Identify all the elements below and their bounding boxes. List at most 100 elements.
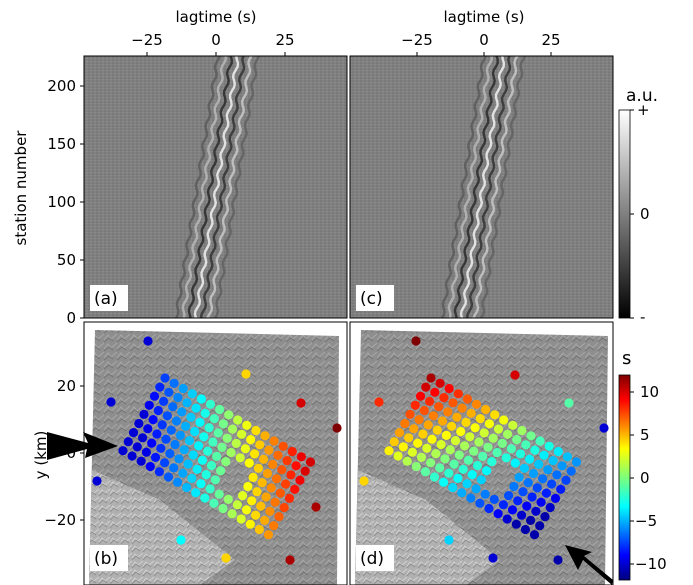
station-dot [489, 494, 499, 504]
panel-c-frame [349, 55, 614, 319]
station-dot [407, 447, 417, 457]
colorbar-top-tick-minus: - [640, 308, 645, 326]
station-dot [480, 489, 490, 499]
station-dot [173, 393, 183, 403]
station-dot [531, 506, 541, 516]
station-dot [405, 409, 415, 419]
station-dot [519, 463, 530, 473]
station-dot [196, 479, 206, 489]
station-dot [227, 509, 237, 519]
station-dot [467, 470, 477, 480]
station-dot [256, 501, 266, 511]
station-dot [246, 435, 256, 445]
top-xtick-c-25: 25 [541, 31, 560, 49]
station-dot [248, 472, 258, 482]
station-dot [398, 442, 408, 452]
station-dot [177, 407, 187, 417]
station-dot [223, 494, 233, 504]
station-dot [261, 492, 271, 502]
wavefront-trace [453, 56, 499, 318]
station-dot [118, 446, 128, 456]
station-dot [561, 475, 571, 485]
station-dot [493, 424, 504, 434]
station-dot [421, 382, 431, 392]
station-dot [123, 437, 133, 447]
station-dot [423, 420, 433, 430]
top-xtick-c-neg25: −25 [401, 31, 433, 49]
station-dot [543, 465, 553, 475]
station-dot [474, 437, 484, 447]
wavefront-trace [181, 56, 227, 318]
station-dot [402, 456, 412, 466]
station-dot [287, 446, 297, 457]
wavefront-trace [480, 56, 527, 318]
station-dot [515, 449, 526, 459]
outer-station-dot [285, 555, 295, 565]
station-dot [544, 441, 554, 451]
station-dot [194, 441, 204, 451]
panel-d-label-box [356, 545, 394, 571]
outer-station-dot [488, 553, 498, 563]
station-dot [139, 409, 149, 419]
station-dot [279, 502, 289, 513]
station-dot [511, 519, 521, 529]
station-dot [227, 424, 238, 434]
outer-station-dot [374, 397, 384, 407]
station-dot [216, 466, 226, 476]
station-dot [528, 468, 539, 479]
station-dot [462, 394, 472, 404]
station-dot [447, 421, 457, 431]
station-dot [278, 441, 288, 451]
station-dot [472, 460, 483, 471]
station-dot [529, 530, 540, 540]
station-dot [475, 498, 485, 508]
station-dot [136, 456, 146, 466]
station-dot [507, 505, 518, 515]
top-ytick-150: 150 [47, 135, 76, 153]
station-dot [132, 442, 142, 452]
top-xtick-a-25: 25 [275, 31, 294, 49]
station-dot [166, 425, 176, 435]
station-dot [281, 479, 291, 489]
station-dot [260, 431, 270, 441]
station-dot [200, 493, 210, 503]
colorbar-bottom-label: s [622, 348, 631, 369]
station-dot [536, 497, 546, 507]
wavefront-trace [175, 56, 221, 318]
station-dot [428, 411, 438, 421]
station-dot [541, 488, 552, 498]
station-dot [426, 373, 436, 383]
station-dot [244, 458, 254, 468]
top-xtick-a-neg25: −25 [131, 31, 163, 49]
station-dot [156, 443, 166, 453]
station-dot [231, 438, 241, 448]
station-dot [197, 455, 207, 465]
station-dot [525, 454, 535, 464]
station-dot [164, 387, 174, 397]
colorbar-bottom-tick-10: 10 [640, 383, 659, 401]
station-dot [242, 420, 252, 430]
station-dot [295, 475, 305, 485]
panel-d-label: (d) [360, 549, 384, 569]
colorbar-bottom-tick-neg5: −5 [635, 512, 657, 530]
station-dot [128, 428, 139, 438]
station-dot [274, 511, 284, 522]
station-dot [305, 457, 316, 467]
station-dot [394, 428, 405, 438]
outer-station-dot [332, 423, 342, 433]
station-dot [513, 496, 523, 506]
panel-a-background [84, 56, 347, 318]
station-dot [161, 434, 171, 444]
bottom-ylabel: y (km) [32, 431, 50, 480]
station-dot [284, 493, 295, 503]
station-dot [253, 463, 263, 473]
station-dot [254, 524, 264, 535]
station-dot [215, 404, 225, 415]
station-dot [444, 383, 454, 394]
station-dot [509, 481, 519, 492]
station-dot [448, 482, 458, 493]
station-dot [384, 446, 394, 456]
station-dot [429, 472, 440, 482]
station-dot [127, 451, 137, 461]
